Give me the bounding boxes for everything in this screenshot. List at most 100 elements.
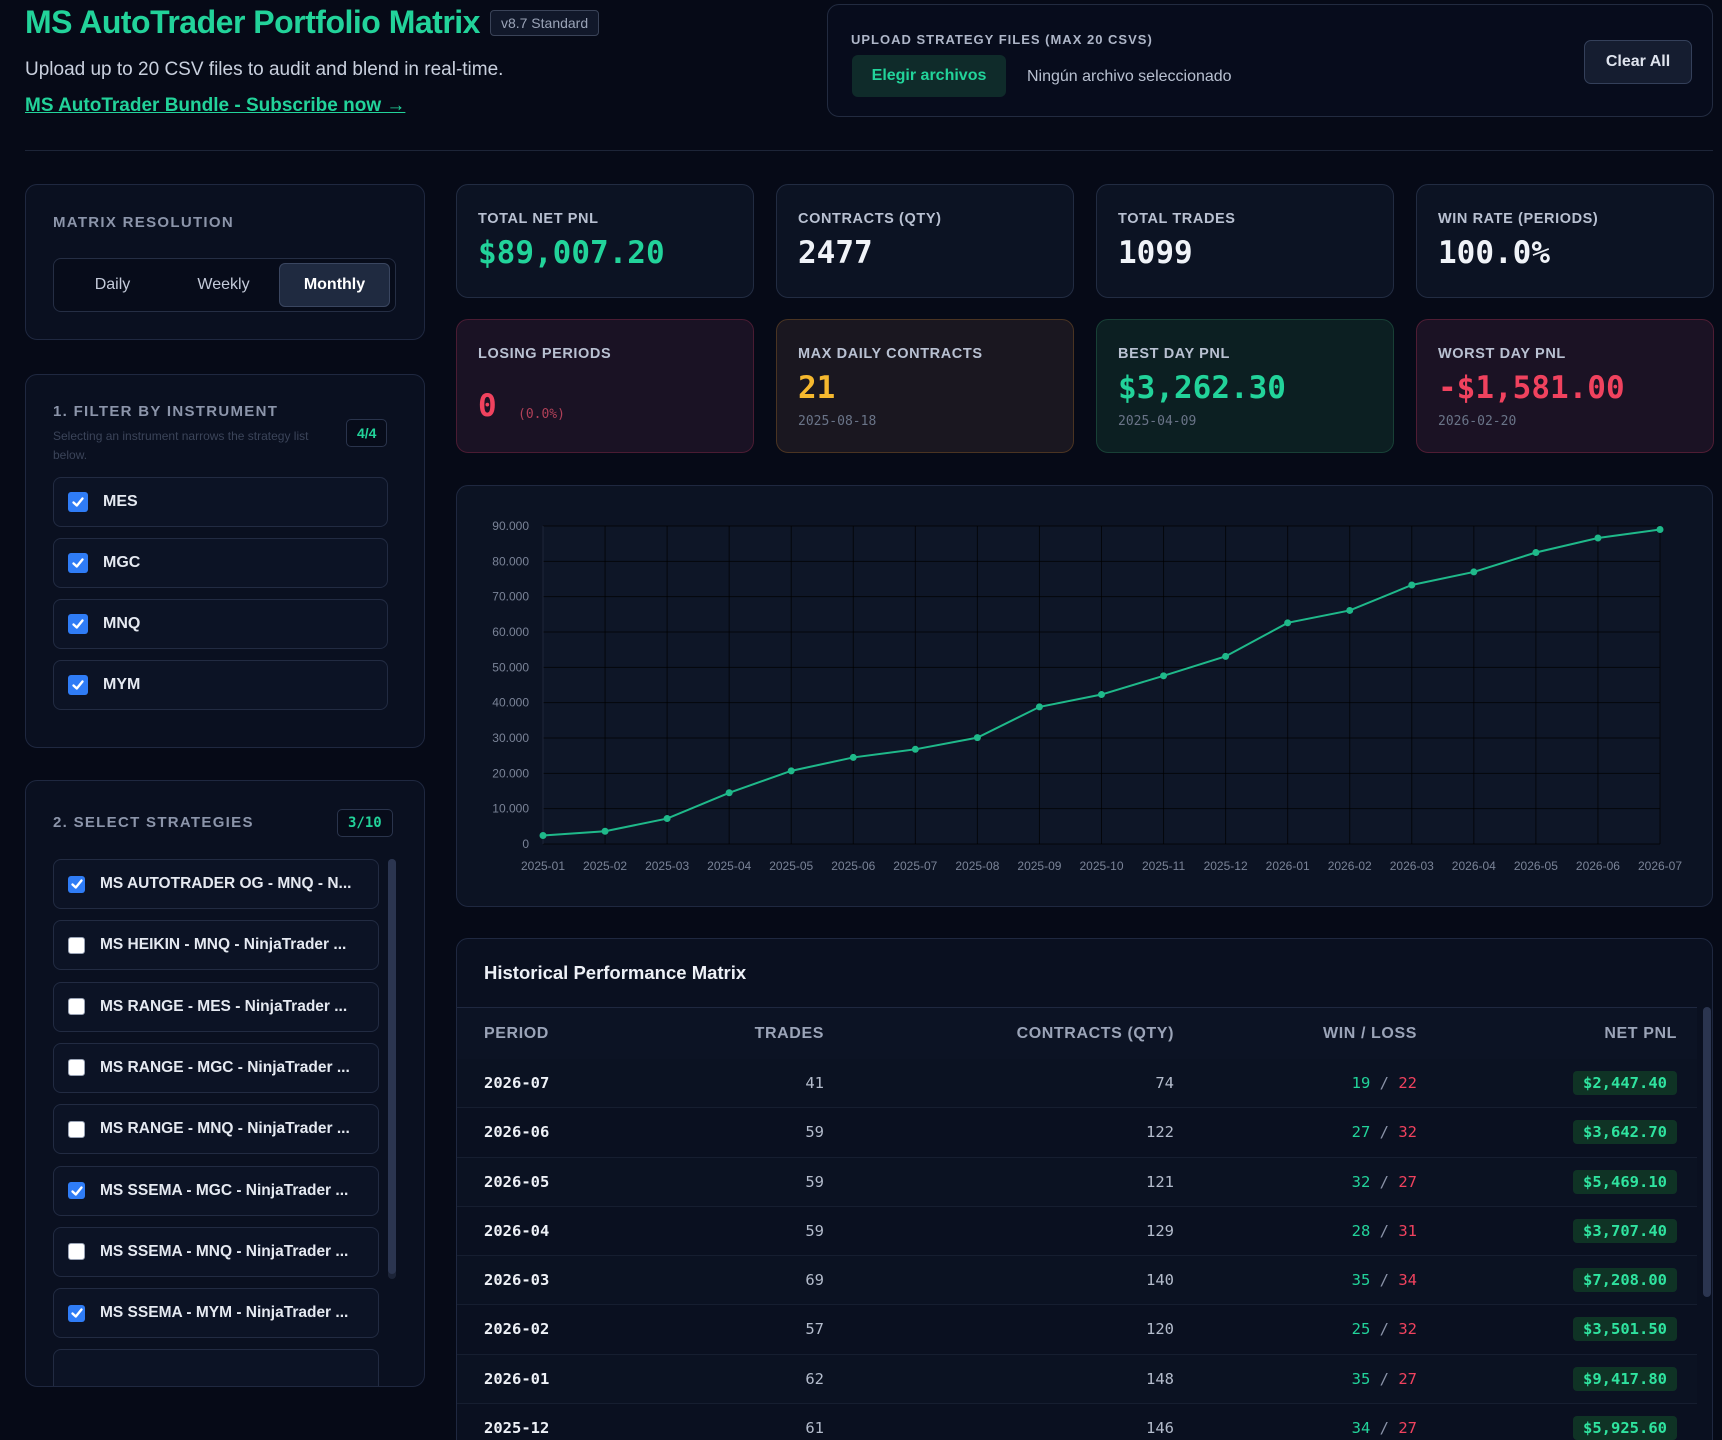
checkbox[interactable] xyxy=(68,1059,85,1077)
cell-trades: 57 xyxy=(805,1320,824,1339)
stat-date: 2026-02-20 xyxy=(1438,414,1517,429)
col-header-win-loss[interactable]: WIN / LOSS xyxy=(1323,1025,1417,1042)
brand-header: MS AutoTrader Portfolio Matrix v8.7 Stan… xyxy=(25,4,600,117)
x-tick-label: 2026-04 xyxy=(1452,859,1496,873)
strategy-label: MS RANGE - MNQ - NinjaTrader ... xyxy=(100,1120,350,1138)
resolution-monthly[interactable]: Monthly xyxy=(279,263,390,307)
cell-contracts: 74 xyxy=(1155,1074,1174,1092)
table-row[interactable]: 2026-05 59 121 32 / 27 $5,469.10 xyxy=(457,1157,1697,1207)
cell-period: 2025-12 xyxy=(484,1419,550,1438)
y-tick-label: 60.000 xyxy=(492,625,529,639)
cell-period: 2026-02 xyxy=(484,1320,550,1339)
equity-point xyxy=(725,789,733,797)
cell-win-loss: 27 / 32 xyxy=(1352,1108,1417,1156)
checkbox[interactable] xyxy=(68,1304,85,1322)
checkbox[interactable] xyxy=(68,1243,85,1261)
cell-wins: 27 xyxy=(1351,1123,1371,1142)
cell-losses: 27 xyxy=(1398,1172,1417,1191)
checkbox[interactable] xyxy=(68,998,85,1016)
strategy-option[interactable]: MS AUTOTRADER OG - MNQ - N... xyxy=(53,859,379,909)
cell-contracts: 122 xyxy=(1146,1123,1174,1142)
strategy-option[interactable]: MS RANGE - MES - NinjaTrader ... xyxy=(53,981,379,1032)
table-row[interactable]: 2026-02 57 120 25 / 32 $3,501.50 xyxy=(457,1305,1697,1355)
cell-losses: 22 xyxy=(1398,1074,1417,1092)
cell-losses: 27 xyxy=(1398,1369,1417,1388)
cell-contracts: 148 xyxy=(1146,1369,1174,1388)
cell-net-pnl: $2,447.40 xyxy=(1573,1059,1677,1107)
win-loss-separator: / xyxy=(1370,1172,1399,1191)
app-title: MS AutoTrader Portfolio Matrix xyxy=(25,4,480,40)
checkbox[interactable] xyxy=(68,936,85,954)
col-header-trades[interactable]: TRADES xyxy=(754,1025,824,1042)
bundle-subscribe-link[interactable]: MS AutoTrader Bundle - Subscribe now → xyxy=(25,95,406,116)
table-row[interactable]: 2026-03 69 140 35 / 34 $7,208.00 xyxy=(457,1256,1697,1306)
table-row[interactable]: 2026-06 59 122 27 / 32 $3,642.70 xyxy=(457,1108,1697,1158)
table-scrollbar[interactable] xyxy=(1703,1007,1711,1297)
stat-date: 2025-08-18 xyxy=(798,414,877,429)
cell-net-pnl: $3,642.70 xyxy=(1573,1108,1677,1156)
checkbox[interactable] xyxy=(68,1120,85,1138)
pnl-pill: $5,469.10 xyxy=(1573,1169,1677,1194)
col-header-contracts[interactable]: CONTRACTS (QTY) xyxy=(1016,1025,1174,1042)
version-badge: v8.7 Standard xyxy=(489,9,600,36)
strategy-option[interactable]: MS SSEMA - MYM - NinjaTrader ... xyxy=(53,1288,379,1339)
table-row[interactable]: 2026-01 62 148 35 / 27 $9,417.80 xyxy=(457,1354,1697,1405)
x-tick-label: 2026-07 xyxy=(1638,859,1682,873)
equity-point xyxy=(787,767,795,775)
stat-label: TOTAL NET PNL xyxy=(478,211,599,227)
strategy-option[interactable]: MS HEIKIN - MNQ - NinjaTrader ... xyxy=(53,920,379,971)
strategy-label: MS SSEMA - MYM - NinjaTrader ... xyxy=(100,1304,349,1322)
stat-value: 21 xyxy=(798,370,836,406)
strategy-scrollbar-thumb[interactable] xyxy=(388,859,396,1274)
table-row[interactable]: 2025-12 61 146 34 / 27 $5,925.60 xyxy=(457,1404,1697,1440)
instrument-label: MYM xyxy=(103,676,141,693)
cell-trades: 62 xyxy=(805,1369,824,1388)
stat-value: 100.0% xyxy=(1438,235,1550,271)
instrument-option-mym[interactable]: MYM xyxy=(53,660,388,710)
x-tick-label: 2025-01 xyxy=(521,859,565,873)
cell-net-pnl: $7,208.00 xyxy=(1573,1256,1677,1304)
cell-net-pnl: $5,925.60 xyxy=(1573,1404,1677,1440)
y-tick-label: 80.000 xyxy=(492,554,529,568)
x-tick-label: 2026-03 xyxy=(1390,859,1434,873)
cell-wins: 34 xyxy=(1351,1419,1371,1438)
cell-period: 2026-01 xyxy=(484,1369,550,1388)
checkbox[interactable] xyxy=(68,1182,85,1199)
col-header-period[interactable]: PERIOD xyxy=(484,1025,549,1042)
checkbox[interactable] xyxy=(68,675,88,695)
strategy-option[interactable]: MS RANGE - MGC - NinjaTrader ... xyxy=(53,1042,379,1093)
strategy-option[interactable]: MS SSEMA - MGC - NinjaTrader ... xyxy=(53,1165,379,1216)
instrument-option-mes[interactable]: MES xyxy=(53,477,388,527)
instrument-option-mgc[interactable]: MGC xyxy=(53,538,388,588)
resolution-weekly[interactable]: Weekly xyxy=(168,263,279,307)
y-tick-label: 70.000 xyxy=(492,590,529,604)
stat-win-rate: WIN RATE (PERIODS) 100.0% xyxy=(1416,184,1714,298)
cell-win-loss: 28 / 31 xyxy=(1352,1207,1417,1255)
instrument-count-badge: 4/4 xyxy=(346,419,388,447)
checkbox[interactable] xyxy=(68,553,88,573)
instrument-option-mnq[interactable]: MNQ xyxy=(53,599,388,649)
cell-net-pnl: $3,501.50 xyxy=(1573,1305,1677,1353)
resolution-daily[interactable]: Daily xyxy=(57,263,168,307)
strategy-option[interactable]: MS RANGE - MNQ - NinjaTrader ... xyxy=(53,1104,379,1155)
choose-files-button[interactable]: Elegir archivos xyxy=(852,55,1006,97)
equity-point xyxy=(539,832,547,840)
stat-total-trades: TOTAL TRADES 1099 xyxy=(1096,184,1394,298)
x-tick-label: 2026-02 xyxy=(1328,859,1372,873)
strategy-option-partial[interactable] xyxy=(53,1349,379,1386)
checkbox[interactable] xyxy=(68,492,88,512)
cell-period: 2026-04 xyxy=(484,1221,550,1240)
col-header-net-pnl[interactable]: NET PNL xyxy=(1604,1025,1677,1042)
y-tick-label: 30.000 xyxy=(492,731,529,745)
clear-all-button[interactable]: Clear All xyxy=(1584,40,1692,84)
strategy-label: MS SSEMA - MNQ - NinjaTrader ... xyxy=(100,1242,349,1260)
checkbox[interactable] xyxy=(68,614,88,634)
x-tick-label: 2025-12 xyxy=(1204,859,1248,873)
equity-point xyxy=(1408,581,1416,589)
table-row[interactable]: 2026-04 59 129 28 / 31 $3,707.40 xyxy=(457,1207,1697,1257)
checkbox[interactable] xyxy=(68,875,85,893)
header-divider xyxy=(25,150,1713,151)
strategy-option[interactable]: MS SSEMA - MNQ - NinjaTrader ... xyxy=(53,1226,379,1277)
table-row[interactable]: 2026-07 41 74 19 / 22 $2,447.40 xyxy=(457,1059,1697,1109)
table-header: PERIOD TRADES CONTRACTS (QTY) WIN / LOSS… xyxy=(457,1007,1697,1059)
